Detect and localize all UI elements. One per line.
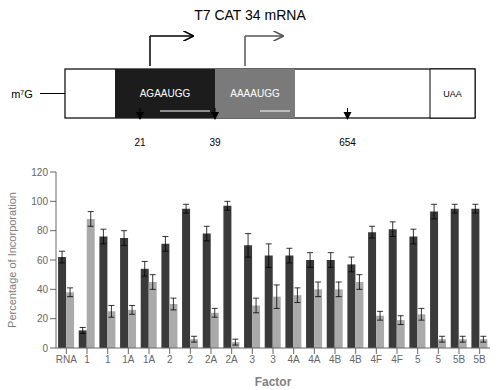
svg-text:AAAAUGG: AAAAUGG [230, 88, 280, 99]
svg-text:2A: 2A [205, 354, 218, 365]
svg-text:1: 1 [84, 354, 90, 365]
svg-text:654: 654 [339, 137, 356, 148]
svg-text:0: 0 [42, 343, 48, 354]
svg-text:40: 40 [37, 284, 49, 295]
svg-text:21: 21 [134, 137, 146, 148]
svg-text:2: 2 [188, 354, 194, 365]
svg-text:4F: 4F [391, 354, 403, 365]
svg-text:1: 1 [105, 354, 111, 365]
svg-text:20: 20 [37, 313, 49, 324]
svg-text:80: 80 [37, 225, 49, 236]
svg-text:T7 CAT 34 mRNA: T7 CAT 34 mRNA [194, 7, 306, 23]
svg-text:1A: 1A [122, 354, 135, 365]
svg-text:UAA: UAA [443, 89, 462, 99]
svg-text:AGAAUGG: AGAAUGG [140, 88, 191, 99]
svg-text:4F: 4F [370, 354, 382, 365]
svg-text:4A: 4A [288, 354, 301, 365]
svg-text:39: 39 [209, 137, 221, 148]
svg-text:Factor: Factor [255, 375, 292, 389]
svg-text:4B: 4B [350, 354, 363, 365]
svg-text:2: 2 [167, 354, 173, 365]
svg-text:Percentage of Incorporation: Percentage of Incorporation [8, 192, 18, 328]
svg-text:5: 5 [415, 354, 421, 365]
svg-text:3: 3 [250, 354, 256, 365]
svg-text:100: 100 [31, 196, 48, 207]
svg-text:5: 5 [436, 354, 442, 365]
svg-text:3: 3 [270, 354, 276, 365]
svg-text:5B: 5B [474, 354, 487, 365]
svg-text:60: 60 [37, 255, 49, 266]
svg-text:2A: 2A [226, 354, 239, 365]
svg-text:5B: 5B [453, 354, 466, 365]
svg-text:120: 120 [31, 167, 48, 178]
svg-text:RNA: RNA [56, 354, 77, 365]
svg-text:4B: 4B [329, 354, 342, 365]
svg-text:m⁷G: m⁷G [11, 88, 33, 100]
svg-text:4A: 4A [308, 354, 321, 365]
svg-text:1A: 1A [143, 354, 156, 365]
